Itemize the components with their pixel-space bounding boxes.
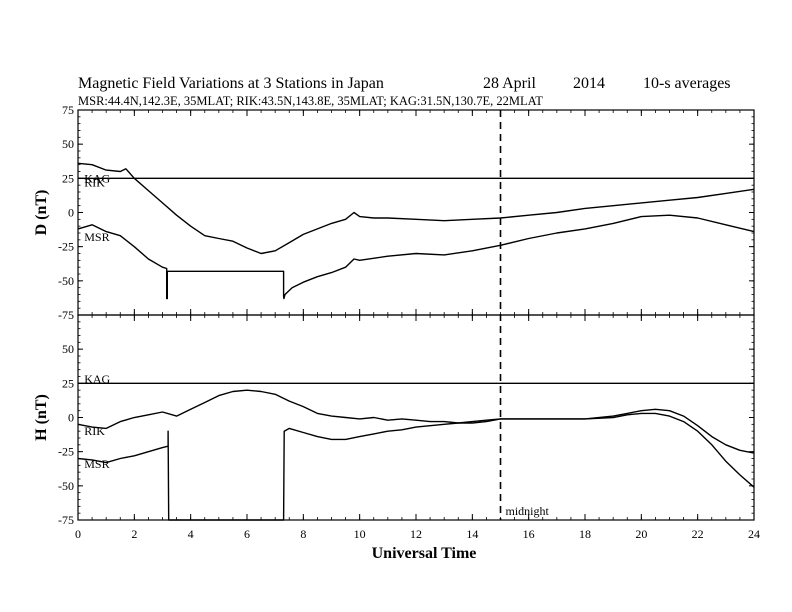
x-tick-label: 20 bbox=[635, 527, 647, 541]
chart-date: 28 April bbox=[483, 75, 536, 92]
x-tick-label: 4 bbox=[188, 527, 194, 541]
series-line-rik bbox=[77, 389, 755, 454]
x-tick-label: 10 bbox=[354, 527, 366, 541]
panel-h: -75 -50 -25 0 25 50 H (nT) KAG RIK MSR bbox=[33, 314, 755, 527]
chart-title: Magnetic Field Variations at 3 Stations … bbox=[78, 75, 384, 92]
station-label-kag: KAG bbox=[84, 171, 110, 185]
y-tick-label: 50 bbox=[62, 137, 74, 151]
series-line-msr bbox=[77, 412, 755, 521]
x-tick-label: 0 bbox=[75, 527, 81, 541]
station-label-kag: KAG bbox=[84, 372, 110, 386]
x-tick-label: 24 bbox=[748, 527, 760, 541]
y-tick-label: 25 bbox=[62, 376, 74, 390]
x-tick-label: 14 bbox=[466, 527, 478, 541]
y-tick-label: 50 bbox=[62, 342, 74, 356]
chart-subtitle: MSR:44.4N,142.3E, 35MLAT; RIK:43.5N,143.… bbox=[78, 94, 543, 108]
y-tick-label: 25 bbox=[62, 171, 74, 185]
x-tick-label: 16 bbox=[523, 527, 535, 541]
x-tick-label: 18 bbox=[579, 527, 591, 541]
y-tick-label: -50 bbox=[58, 274, 74, 288]
station-label-rik: RIK bbox=[84, 424, 105, 438]
series-line-msr bbox=[77, 214, 755, 300]
series-line-rik bbox=[77, 162, 755, 255]
station-label-msr: MSR bbox=[84, 230, 109, 244]
chart-averaging: 10-s averages bbox=[643, 75, 731, 92]
x-tick-label: 12 bbox=[410, 527, 422, 541]
x-tick-label: 22 bbox=[692, 527, 704, 541]
y-tick-label: 75 bbox=[62, 103, 74, 117]
station-label-msr: MSR bbox=[84, 457, 109, 471]
y-tick-label: -75 bbox=[58, 513, 74, 527]
y-axis-label: H (nT) bbox=[33, 394, 50, 441]
panel-frame bbox=[77, 314, 755, 521]
midnight-label: midnight bbox=[506, 504, 550, 518]
station-label-rik: RIK bbox=[84, 175, 105, 189]
y-tick-label: 0 bbox=[68, 411, 74, 425]
y-tick-label: 0 bbox=[68, 206, 74, 220]
x-tick-label: 8 bbox=[300, 527, 306, 541]
y-axis-label: D (nT) bbox=[33, 190, 50, 236]
y-tick-label: -25 bbox=[58, 240, 74, 254]
y-tick-label: -50 bbox=[58, 479, 74, 493]
y-tick-label: -75 bbox=[58, 308, 74, 322]
chart-year: 2014 bbox=[573, 75, 605, 92]
x-axis-label: Universal Time bbox=[372, 545, 477, 562]
x-tick-label: 2 bbox=[131, 527, 137, 541]
panel-frame bbox=[77, 109, 755, 316]
y-tick-label: -25 bbox=[58, 445, 74, 459]
x-tick-label: 6 bbox=[244, 527, 250, 541]
